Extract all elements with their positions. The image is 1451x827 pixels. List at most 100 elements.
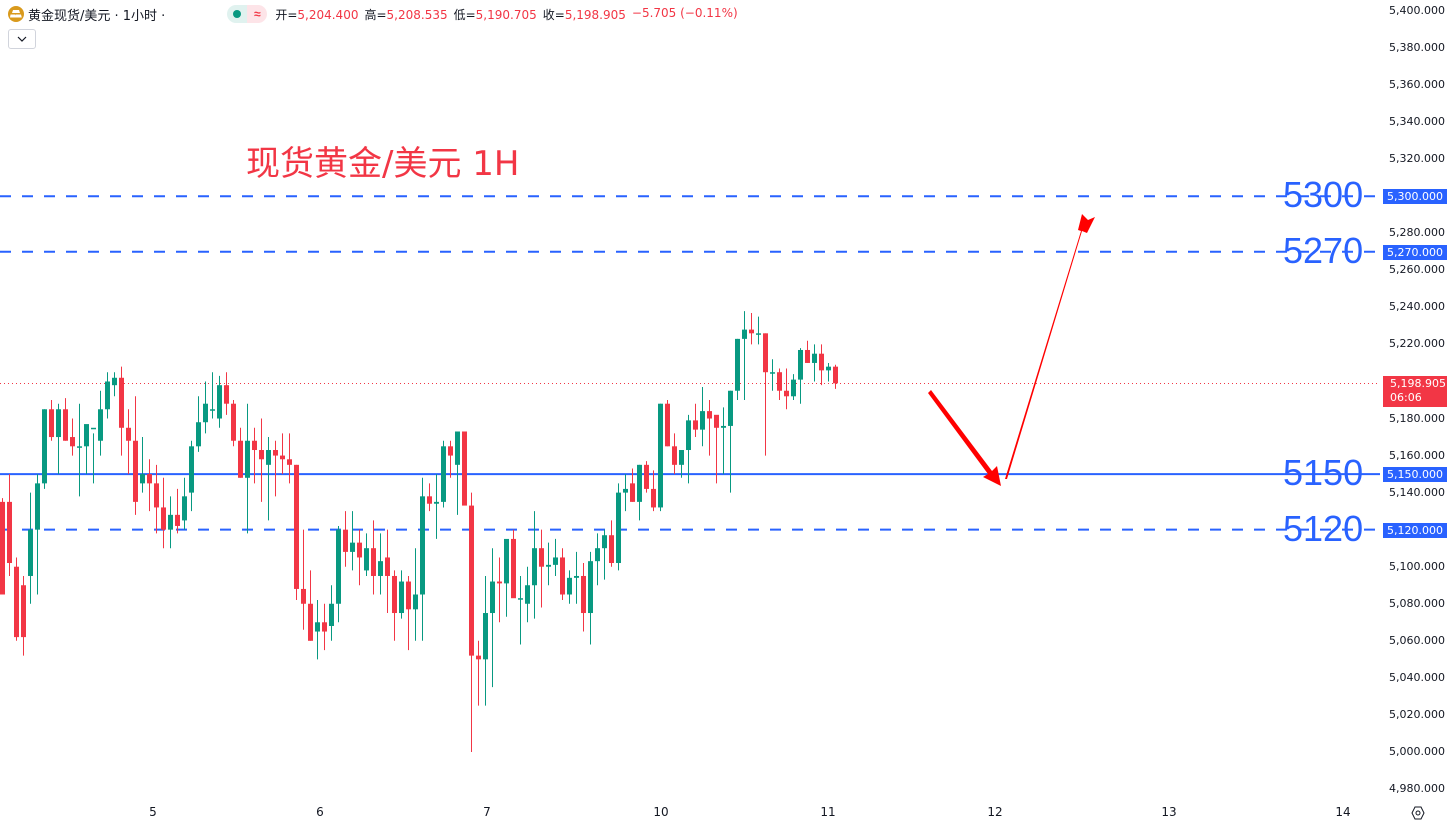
- candle: [147, 474, 152, 484]
- time-tick: 12: [987, 805, 1003, 819]
- price-tick: 5,140.000: [1389, 485, 1445, 499]
- market-status[interactable]: ≈: [227, 5, 268, 23]
- level-price-badge: 5,120.000: [1383, 522, 1447, 538]
- candle: [518, 598, 523, 600]
- candle: [91, 427, 96, 430]
- level-lines: [0, 195, 1380, 531]
- level-label-5270: 5270: [1283, 229, 1364, 271]
- time-tick: 5: [149, 805, 157, 819]
- market-open-dot-icon: [233, 10, 242, 18]
- change-value: −5.705 (−0.11%): [631, 5, 738, 20]
- price-tick: 5,000.000: [1389, 744, 1445, 758]
- candle: [182, 496, 187, 521]
- time-tick: 7: [483, 805, 491, 819]
- candle: [469, 505, 474, 656]
- down-arrow-icon: [928, 390, 1001, 486]
- time-tick: 10: [653, 805, 669, 819]
- projection-arrows: [928, 214, 1095, 486]
- candle: [315, 622, 320, 632]
- level-label-5300: 5300: [1283, 174, 1364, 216]
- candle: [763, 333, 768, 373]
- candle: [343, 529, 348, 552]
- open-value: 5,204.400: [297, 7, 359, 22]
- level-price-badge: 5,150.000: [1383, 467, 1447, 483]
- candle: [756, 333, 761, 335]
- candles: [0, 311, 838, 752]
- candle: [154, 483, 159, 508]
- delayed-data-wave-icon: ≈: [247, 5, 268, 23]
- candle: [7, 501, 12, 564]
- candle: [259, 450, 264, 460]
- collapse-legend-button[interactable]: [8, 29, 36, 49]
- close-label: 收=: [542, 7, 565, 22]
- last-price-value: 5,198.905: [1390, 377, 1446, 390]
- candle: [714, 414, 719, 428]
- candle: [749, 329, 754, 334]
- candle: [441, 446, 446, 502]
- candle: [623, 488, 628, 493]
- candle: [609, 535, 614, 564]
- annotation-title[interactable]: 现货黄金/美元 1H: [246, 144, 520, 184]
- candle: [770, 372, 775, 374]
- candle: [462, 431, 467, 506]
- open-label: 开=: [275, 7, 298, 22]
- price-tick: 5,100.000: [1389, 559, 1445, 573]
- close-value: 5,198.905: [564, 7, 626, 22]
- candle: [707, 411, 712, 419]
- candle: [826, 366, 831, 371]
- price-tick: 5,400.000: [1389, 4, 1445, 17]
- candle: [42, 409, 47, 484]
- low-value: 5,190.705: [475, 7, 537, 22]
- candle: [483, 613, 488, 660]
- candle: [504, 538, 509, 584]
- candle: [245, 440, 250, 478]
- time-tick: 6: [316, 805, 324, 819]
- candle: [119, 377, 124, 428]
- price-tick: 4,980.000: [1389, 782, 1445, 795]
- candle: [490, 581, 495, 614]
- candle: [77, 446, 82, 448]
- price-tick: 5,240.000: [1389, 300, 1445, 314]
- candle: [224, 385, 229, 404]
- candle: [581, 575, 586, 614]
- candle: [378, 561, 383, 576]
- chart-header: 黄金现货/美元 · 1小时 · ≈ 开=5,204.400 高=5,208.53…: [0, 0, 738, 28]
- settings-hexagon-icon[interactable]: [1410, 805, 1426, 821]
- candle: [280, 455, 285, 460]
- candle: [266, 450, 271, 465]
- candle: [203, 403, 208, 423]
- candle: [616, 492, 621, 564]
- candle: [644, 464, 649, 489]
- symbol-title[interactable]: 黄金现货/美元 · 1小时 ·: [28, 8, 166, 24]
- candle: [511, 538, 516, 599]
- level-price-badge: 5,270.000: [1383, 244, 1447, 260]
- candle: [238, 440, 243, 478]
- candle: [175, 514, 180, 526]
- candle: [168, 514, 173, 530]
- candle: [98, 409, 103, 441]
- candle: [308, 603, 313, 641]
- candle: [161, 507, 166, 530]
- price-tick: 5,060.000: [1389, 633, 1445, 647]
- candle: [399, 581, 404, 614]
- candle: [287, 459, 292, 465]
- candle: [728, 390, 733, 426]
- candle: [812, 353, 817, 363]
- candle: [329, 603, 334, 626]
- candle: [196, 422, 201, 447]
- time-tick: 11: [820, 805, 836, 819]
- candle: [392, 575, 397, 614]
- candle: [273, 450, 278, 456]
- candle: [672, 446, 677, 465]
- candle: [413, 594, 418, 610]
- candle: [448, 446, 453, 456]
- candle: [777, 372, 782, 391]
- candle: [56, 409, 61, 438]
- candle: [798, 349, 803, 380]
- candle: [217, 385, 222, 419]
- candle: [805, 349, 810, 363]
- price-tick: 5,280.000: [1389, 226, 1445, 240]
- price-tick: 5,040.000: [1389, 670, 1445, 684]
- candle: [476, 655, 481, 660]
